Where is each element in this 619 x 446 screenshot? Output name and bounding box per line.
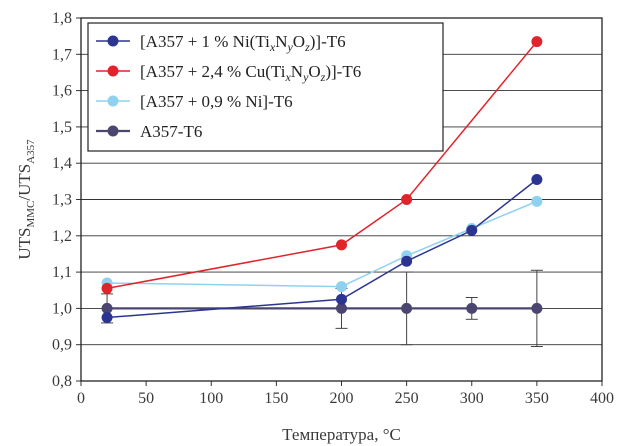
x-tick-label: 100	[199, 390, 223, 407]
legend-entry-subscript: y	[286, 40, 293, 54]
y-axis-ticks: 0,8 0,9 1,0 1,1 1,2 1,3 1,4 1,5 1,6 1,7 1,8	[52, 10, 81, 390]
legend-entry-text: O	[308, 62, 320, 81]
series-layer	[101, 36, 543, 348]
legend-entry-subscript: x	[269, 40, 276, 54]
data-point	[531, 195, 543, 207]
y-axis-title-mid: /UTS	[15, 164, 34, 201]
data-point	[336, 239, 347, 251]
y-tick-label: 0,9	[52, 337, 72, 354]
series-line	[106, 41, 538, 290]
x-axis-ticks: 0 50 100 150 200 250 300 350 400	[77, 381, 614, 407]
x-tick-label: 400	[590, 390, 614, 407]
data-point	[101, 311, 113, 323]
x-tick-label: 50	[138, 390, 154, 407]
data-point	[336, 281, 347, 293]
y-axis-title-main: UTS	[15, 228, 34, 260]
y-tick-label: 1,5	[52, 119, 72, 136]
y-axis-title: UTSMMC/UTSA357	[15, 139, 37, 260]
x-tick-label: 150	[264, 390, 288, 407]
legend-entry-text: A357-T6	[140, 122, 202, 141]
legend: [A357 + 1 % Ni(TixNyOz)]-T6[A357 + 2,4 %…	[87, 22, 444, 152]
data-point	[466, 302, 478, 314]
y-tick-label: 1,7	[52, 46, 72, 63]
data-point	[401, 194, 413, 205]
data-point	[336, 302, 347, 314]
y-tick-label: 1,2	[52, 228, 72, 245]
x-axis-title: Температура, °C	[282, 425, 401, 444]
legend-entry-text: )]-T6	[325, 62, 361, 81]
legend-swatch-marker	[107, 125, 119, 137]
legend-swatch-marker	[107, 95, 119, 107]
data-point	[401, 302, 413, 314]
y-tick-label: 1,0	[52, 300, 72, 317]
legend-entry-subscript: z	[304, 40, 310, 54]
data-point	[466, 224, 478, 236]
data-point	[336, 293, 347, 305]
data-point	[531, 302, 543, 314]
legend-entry-text: O	[293, 32, 305, 51]
y-tick-label: 1,4	[52, 155, 72, 172]
series-0	[101, 174, 543, 323]
legend-entry-subscript: x	[284, 70, 291, 84]
y-tick-label: 1,6	[52, 83, 72, 100]
data-point	[101, 282, 113, 294]
legend-entry-text: [A357 + 0,9 % Ni]-T6	[140, 92, 293, 111]
data-point	[531, 174, 543, 186]
series-3	[101, 269, 543, 348]
legend-swatch-marker	[107, 35, 119, 47]
y-axis-title-sub2: A357	[25, 139, 37, 164]
x-tick-label: 0	[77, 390, 85, 407]
y-tick-label: 0,8	[52, 373, 72, 390]
y-tick-label: 1,1	[52, 264, 72, 281]
legend-entry-text: N	[275, 32, 287, 51]
legend-entry: [A357 + 2,4 % Cu(TixNyOz)]-T6	[140, 62, 361, 84]
series-1	[101, 36, 543, 294]
legend-entry: [A357 + 0,9 % Ni]-T6	[140, 92, 293, 111]
legend-entry: A357-T6	[140, 122, 202, 141]
data-point	[531, 36, 543, 48]
legend-swatch-marker	[107, 65, 119, 77]
legend-entry-subscript: z	[320, 70, 326, 84]
x-tick-label: 250	[395, 390, 419, 407]
plot-frame	[80, 17, 603, 382]
series-line	[106, 200, 538, 288]
legend-entry-subscript: y	[302, 70, 309, 84]
legend-entry-text: [A357 + 2,4 % Cu(Ti	[140, 62, 286, 81]
data-point	[101, 302, 113, 314]
legend-entry-text: )]-T6	[310, 32, 346, 51]
x-tick-label: 300	[460, 390, 484, 407]
data-point	[401, 255, 413, 267]
y-tick-label: 1,8	[52, 10, 72, 27]
x-tick-label: 200	[330, 390, 354, 407]
legend-entry: [A357 + 1 % Ni(TixNyOz)]-T6	[140, 32, 346, 54]
y-tick-label: 1,3	[52, 192, 72, 209]
legend-entry-text: N	[291, 62, 303, 81]
y-axis-title-sub1: MMC	[25, 201, 37, 228]
x-tick-label: 350	[525, 390, 549, 407]
legend-entry-text: [A357 + 1 % Ni(Ti	[140, 32, 270, 51]
legend-box	[87, 22, 444, 152]
